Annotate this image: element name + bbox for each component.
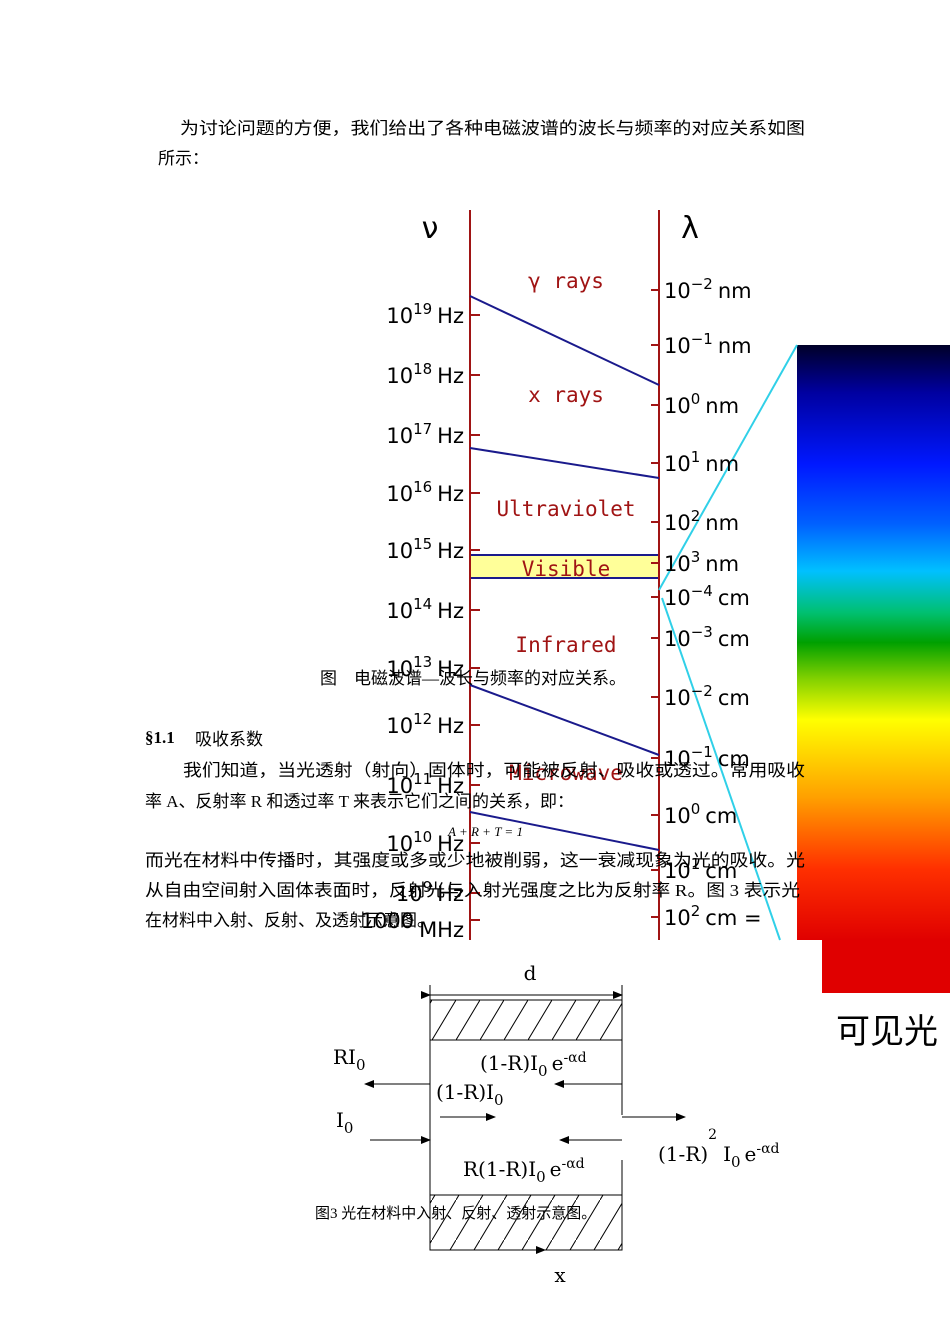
tick-label: 1011 Hz bbox=[386, 770, 464, 798]
spectrum-figure: ν λ 可见光 1019 Hz 1018 Hz 1017 Hz 1016 Hz 1015 Hz 10… bbox=[361, 210, 950, 1051]
tick-label: 1010 Hz bbox=[386, 828, 464, 856]
tick-label: 1013 Hz bbox=[386, 653, 464, 681]
section-title: 吸收系数 bbox=[195, 730, 263, 749]
paragraph-line: 我们知道，当光透射（射向）固体时，可能被反射、吸收或透过。常用吸收 bbox=[183, 761, 805, 780]
spectrum-bar bbox=[797, 345, 950, 940]
tick-label: 1016 Hz bbox=[386, 478, 464, 506]
tick-label: 1015 Hz bbox=[386, 535, 464, 563]
tick-label: 101 nm bbox=[664, 448, 739, 476]
tick-label: 1014 Hz bbox=[386, 595, 464, 623]
hatched-region bbox=[429, 1194, 623, 1251]
paragraph-line: 而光在材料中传播时，其强度或多或少地被削弱，这一衰减现象为光的吸收。光 bbox=[145, 851, 805, 870]
tick-label: 10−2 nm bbox=[664, 275, 752, 303]
paragraph-line: 从自由空间射入固体表面时，反射光与入射光强度之比为反射率 R。图 3 表示光 bbox=[145, 881, 800, 900]
paragraph-line: 所示： bbox=[158, 149, 209, 168]
figure-3-labels: d x RI0 I0 (1-R)I0 (1-R)I0 e-αd R(1-R)I0 e… bbox=[333, 961, 780, 1287]
tick-label: 101 cm bbox=[664, 855, 737, 883]
band-label: Ultraviolet bbox=[496, 497, 635, 521]
tick-label: 102 cm = bbox=[664, 902, 762, 930]
label-forward: (1-R)I0 bbox=[436, 1080, 504, 1109]
figure-caption: 图 电磁波谱—波长与频率的对应关系。 bbox=[320, 669, 626, 688]
band-label: Infrared bbox=[515, 633, 616, 657]
band-divider bbox=[469, 811, 660, 851]
paragraph-line: 在材料中入射、反射、及透射示意图。 bbox=[145, 911, 434, 930]
x-label: x bbox=[554, 1263, 566, 1287]
label-back2: R(1-R)I0 e-αd bbox=[463, 1156, 585, 1186]
band-label: γ rays bbox=[528, 269, 604, 293]
spectrum-bar bbox=[822, 940, 950, 993]
paragraph-line: 率 A、反射率 R 和透过率 T 来表示它们之间的关系，即： bbox=[145, 792, 574, 811]
visible-light-label: 可见光 bbox=[836, 1013, 938, 1051]
band-divider bbox=[469, 295, 660, 386]
label-transmitted: (1-R)2I0 e-αd bbox=[658, 1127, 780, 1171]
tick-label: 103 nm bbox=[664, 548, 739, 576]
document-text: 为讨论问题的方便，我们给出了各种电磁波谱的波长与频率的对应关系如图 所示： 图 … bbox=[145, 119, 805, 1222]
tick-label: 1019 Hz bbox=[386, 300, 464, 328]
tick-label: 1018 Hz bbox=[386, 360, 464, 388]
zoom-line bbox=[661, 597, 781, 941]
tick-label: 10−3 cm bbox=[664, 623, 750, 651]
band-label: Visible bbox=[522, 557, 611, 581]
band-label: x rays bbox=[528, 383, 604, 407]
band-divider bbox=[469, 684, 660, 756]
tick-label: 102 nm bbox=[664, 507, 739, 535]
tick-label: 100 cm bbox=[664, 800, 737, 828]
tick-label: 1017 Hz bbox=[386, 420, 464, 448]
tick-label: 10−1 cm bbox=[664, 743, 750, 771]
label-incident: I0 bbox=[336, 1108, 353, 1137]
tick-label: 10−4 cm bbox=[664, 582, 750, 610]
figure-3 bbox=[364, 985, 686, 1254]
tick-label: 10−2 cm bbox=[664, 682, 750, 710]
hatched-region bbox=[429, 999, 623, 1041]
tick-label: 109 Hz bbox=[396, 878, 464, 906]
d-label: d bbox=[524, 961, 537, 985]
tick-label: 100 nm bbox=[664, 390, 739, 418]
wavelength-symbol: λ bbox=[681, 211, 699, 246]
section-number: §1.1 bbox=[145, 728, 175, 747]
equation: A + R + T = 1 bbox=[447, 824, 523, 839]
label-back: (1-R)I0 e-αd bbox=[480, 1050, 587, 1080]
zoom-line bbox=[658, 344, 798, 591]
band-label: Microwave bbox=[509, 761, 623, 785]
tick-label: 1012 Hz bbox=[386, 710, 464, 738]
paragraph-line: 为讨论问题的方便，我们给出了各种电磁波谱的波长与频率的对应关系如图 bbox=[180, 119, 805, 138]
figure-caption: 图3 光在材料中入射、反射、透射示意图。 bbox=[315, 1204, 596, 1222]
tick-label: 1000 MHz bbox=[361, 909, 464, 942]
tick-label: 10−1 nm bbox=[664, 330, 752, 358]
freq-symbol: ν bbox=[422, 211, 439, 246]
label-reflected: RI0 bbox=[333, 1045, 366, 1074]
band-divider bbox=[469, 447, 660, 479]
